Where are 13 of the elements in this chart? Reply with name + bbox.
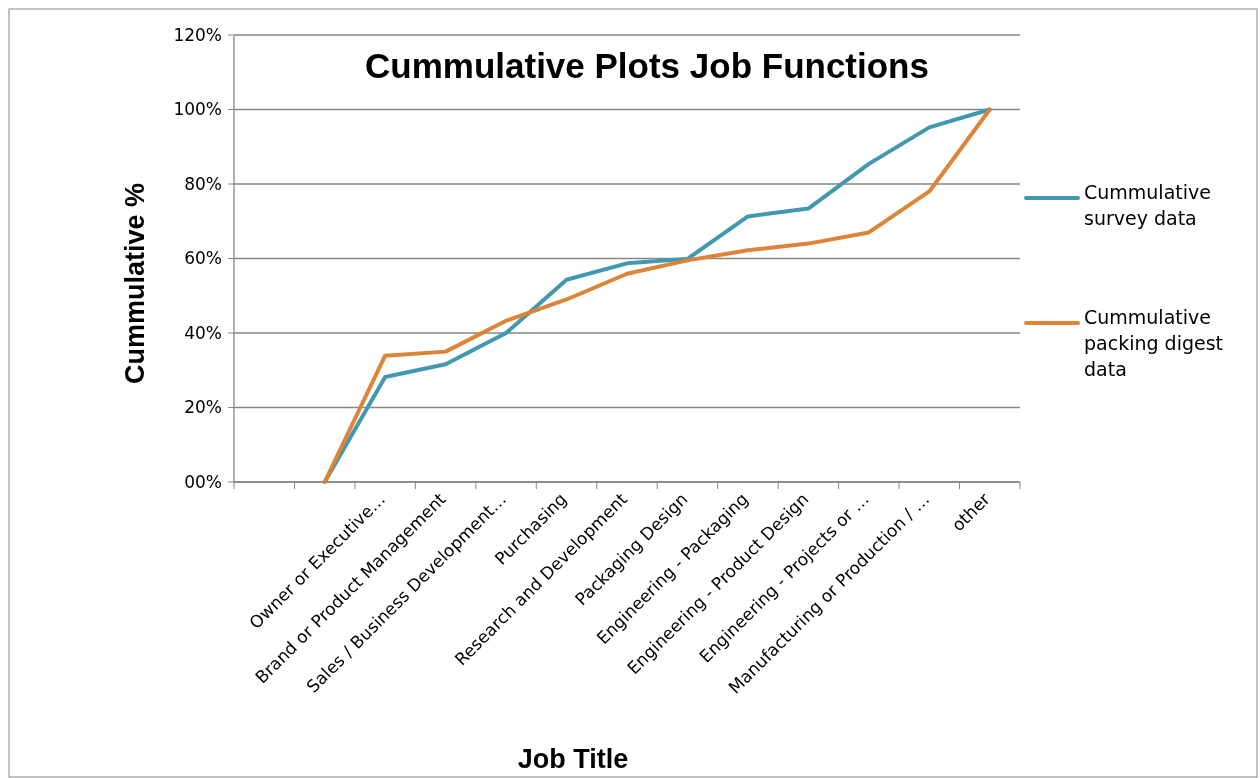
y-tick-label: 00% bbox=[184, 471, 222, 492]
legend-label: Cummulative survey data bbox=[1084, 181, 1211, 229]
y-tick-label: 60% bbox=[184, 248, 222, 269]
y-tick-label: 120% bbox=[173, 24, 222, 45]
chart-title: Cummulative Plots Job Functions bbox=[365, 46, 929, 85]
x-axis-title: Job Title bbox=[517, 744, 629, 774]
y-tick-label: 100% bbox=[173, 99, 222, 120]
legend-label: Cummulative packing digest data bbox=[1084, 306, 1224, 380]
line-series bbox=[322, 107, 992, 484]
y-tick-label: 20% bbox=[184, 397, 222, 418]
y-tick-label: 80% bbox=[184, 173, 222, 194]
y-axis-title: Cummulative % bbox=[120, 182, 150, 385]
y-tick-label: 40% bbox=[184, 322, 222, 343]
